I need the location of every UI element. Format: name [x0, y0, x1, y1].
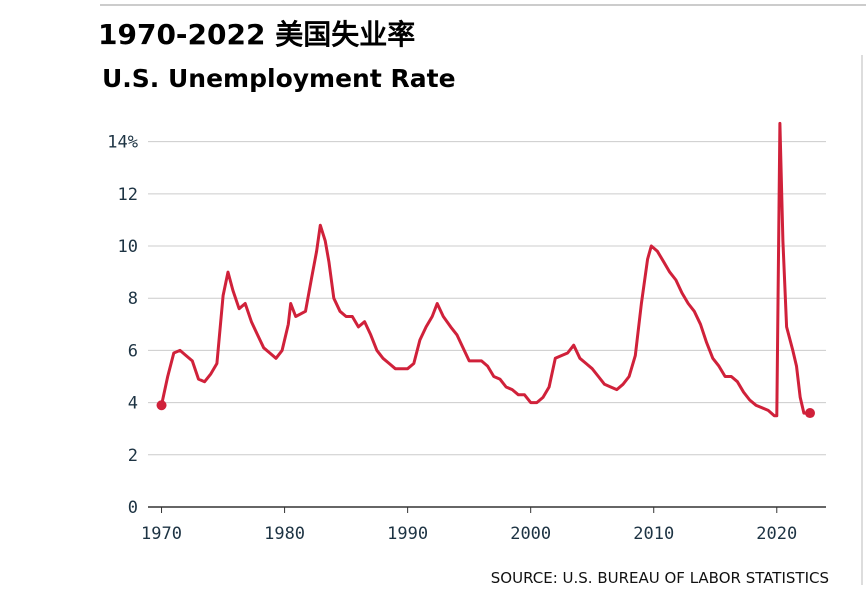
x-tick-label: 2000 — [510, 524, 551, 544]
end-marker — [156, 400, 167, 411]
chart-subtitle: U.S. Unemployment Rate — [102, 64, 456, 93]
y-tick-label: 0 — [128, 498, 138, 518]
y-tick-label: 2 — [128, 446, 138, 466]
y-tick-label: 14% — [107, 133, 138, 153]
y-tick-label: 8 — [128, 289, 138, 309]
line — [160, 121, 810, 418]
source-note: SOURCE: U.S. BUREAU OF LABOR STATISTICS — [491, 569, 829, 587]
x-tick-label: 2010 — [633, 524, 674, 544]
x-tick-label: 2020 — [756, 524, 797, 544]
chart-title: 1970-2022 美国失业率 — [98, 18, 415, 51]
y-tick-label: 12 — [118, 185, 138, 205]
y-tick-label: 4 — [128, 394, 138, 414]
x-tick-label: 1970 — [141, 524, 182, 544]
y-tick-label: 10 — [118, 237, 138, 257]
x-tick-label: 1990 — [387, 524, 428, 544]
x-tick-label: 1980 — [264, 524, 305, 544]
y-tick-label: 6 — [128, 341, 138, 361]
end-marker — [805, 408, 816, 419]
